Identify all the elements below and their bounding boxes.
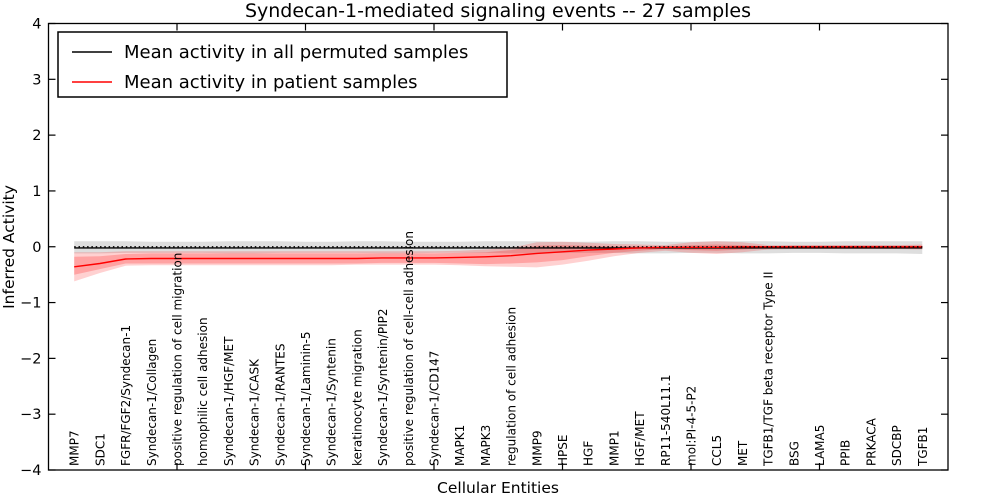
y-tick-label: 0	[32, 240, 41, 256]
y-tick-label: −1	[20, 296, 41, 312]
x-tick-label: Syndecan-1/Syntenin	[325, 338, 339, 466]
x-tick-label: MAPK1	[453, 425, 467, 466]
x-tick-label: LAMA5	[813, 425, 827, 466]
x-tick-label: Syndecan-1/Syntenin/PIP2	[376, 308, 390, 466]
x-tick-label: RP11-540L11.1	[659, 375, 673, 466]
legend-label-permuted: Mean activity in all permuted samples	[124, 42, 468, 63]
y-tick-label: 3	[32, 72, 41, 88]
x-tick-label: regulation of cell adhesion	[505, 307, 519, 466]
x-tick-label: keratinocyte migration	[350, 329, 364, 466]
legend-label-patient: Mean activity in patient samples	[124, 72, 418, 93]
x-tick-label: HGF/MET	[633, 411, 647, 466]
x-tick-label: positive regulation of cell-cell adhesio…	[402, 231, 416, 466]
band-2	[74, 244, 923, 275]
x-tick-label: HPSE	[556, 435, 570, 466]
plot-frame	[47, 22, 949, 471]
chart-title: Syndecan-1-mediated signaling events -- …	[245, 0, 751, 22]
x-tick-label: TGFB1	[916, 427, 930, 467]
x-tick-label: FGFR/FGF2/Syndecan-1	[119, 325, 133, 466]
legend: Mean activity in all permuted samples Me…	[57, 31, 508, 98]
x-tick-label: MMP9	[530, 430, 544, 466]
y-axis-label: Inferred Activity	[0, 185, 18, 309]
y-tick-label: −3	[20, 407, 41, 423]
x-tick-label: MMP7	[68, 430, 82, 466]
x-tick-label: HGF	[582, 441, 596, 466]
x-axis-label: Cellular Entities	[437, 479, 559, 497]
series-line-1	[74, 246, 923, 268]
x-tick-label: mol:PI-4-5-P2	[685, 386, 699, 466]
y-tick-label: 4	[32, 17, 41, 33]
x-tick-label: Syndecan-1/Collagen	[145, 339, 159, 466]
legend-box	[57, 31, 508, 98]
x-tick-label: Syndecan-1/CD147	[428, 351, 442, 466]
x-tick-label: CCL5	[710, 435, 724, 466]
x-tick-label: BSG	[787, 441, 801, 466]
x-tick-label: Syndecan-1/RANTES	[273, 344, 287, 466]
x-tick-label: PPIB	[839, 440, 853, 466]
x-tick-label: MAPK3	[479, 425, 493, 466]
x-tick-label: homophilic cell adhesion	[196, 317, 210, 466]
y-tick-label: 2	[32, 128, 41, 144]
band-1	[74, 241, 923, 282]
x-tick-label: Syndecan-1/CASK	[248, 358, 262, 466]
y-tick-label: 1	[32, 184, 41, 200]
x-tick-label: TGFB1/TGF beta receptor Type II	[762, 271, 776, 467]
x-tick-label: SDCBP	[890, 425, 904, 466]
x-tick-label: MMP1	[607, 430, 621, 466]
x-tick-label: SDC1	[93, 433, 107, 466]
y-tick-label: −2	[20, 351, 41, 367]
plot-area: −4 −3 −2 −1 0 1 2 3 4 MMP7 SDC1 FGFR/FGF2/Syndecan-…	[20, 17, 949, 479]
x-tick-label: MET	[736, 440, 750, 466]
x-tick-label: PRKACA	[864, 417, 878, 466]
y-tick-label: −4	[20, 463, 41, 479]
x-tick-label: Syndecan-1/Laminin-5	[299, 332, 313, 466]
x-tick-label: positive regulation of cell migration	[171, 253, 185, 466]
x-tick-label: Syndecan-1/HGF/MET	[222, 336, 236, 466]
